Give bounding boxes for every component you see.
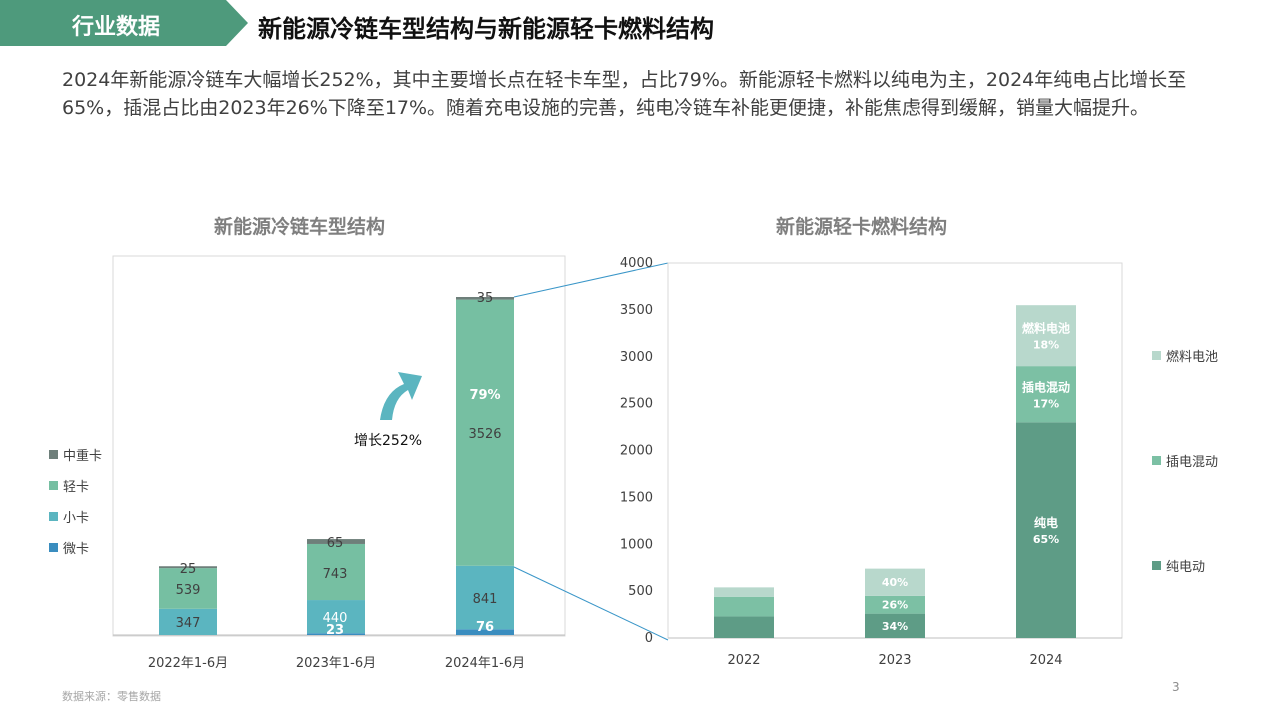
data-label: 17%: [1033, 397, 1059, 410]
x-tick-label: 2022年1-6月: [148, 656, 228, 671]
x-tick-label: 2023年1-6月: [296, 656, 376, 671]
page-title: 新能源冷链车型结构与新能源轻卡燃料结构: [258, 15, 714, 43]
bar-segment: [714, 587, 774, 597]
x-tick-label: 2023: [878, 653, 911, 668]
data-label: 65: [327, 536, 344, 551]
legend-swatch: [1152, 351, 1161, 360]
bar-segment: [456, 629, 514, 635]
legend-swatch: [49, 543, 58, 552]
y-tick-label: 3500: [620, 303, 653, 318]
x-tick-label: 2022: [727, 653, 760, 668]
legend-label: 轻卡: [63, 480, 90, 495]
bar-segment: [159, 566, 217, 569]
bar-segment: [159, 608, 217, 635]
data-label: 35: [477, 291, 494, 306]
data-label: 65%: [1033, 533, 1059, 546]
legend-item: 小卡: [49, 507, 89, 526]
data-label: 燃料电池: [1022, 321, 1070, 336]
legend-item: 轻卡: [49, 476, 89, 495]
legend-label: 微卡: [63, 542, 90, 557]
page-number: 3: [1172, 680, 1180, 694]
legend-item: 纯电动: [1152, 556, 1205, 575]
left-plot-frame: [112, 255, 566, 637]
bar-segment: [456, 299, 514, 566]
legend-swatch: [1152, 561, 1161, 570]
legend-swatch: [49, 450, 58, 459]
bar-segment: [865, 595, 925, 614]
bar-segment: [865, 568, 925, 596]
x-tick-label: 2024年1-6月: [445, 656, 525, 671]
bar-segment: [714, 616, 774, 638]
data-label: 26%: [882, 599, 908, 612]
y-tick-label: 1500: [620, 490, 653, 505]
growth-label: 增长252%: [354, 433, 423, 449]
bar-segment: [456, 297, 514, 300]
legend-label: 小卡: [63, 511, 90, 526]
zoom-connector-line: [513, 262, 669, 298]
data-label: 841: [473, 592, 498, 607]
y-tick-label: 2500: [620, 397, 653, 412]
y-tick-label: 0: [645, 631, 653, 646]
description-text: 2024年新能源冷链车大幅增长252%，其中主要增长点在轻卡车型，占比79%。新…: [62, 69, 1187, 119]
bar-segment: [1016, 422, 1076, 638]
legend-label: 纯电动: [1166, 560, 1206, 575]
y-tick-label: 4000: [620, 256, 653, 271]
bar-segment: [865, 613, 925, 638]
bar-segment: [307, 539, 365, 544]
bar-segment: [159, 568, 217, 609]
y-tick-label: 2000: [620, 444, 653, 459]
legend-item: 微卡: [49, 538, 89, 557]
bar-segment: [456, 565, 514, 630]
y-tick-label: 3000: [620, 350, 653, 365]
legend-item: 燃料电池: [1152, 346, 1218, 365]
data-label: 3526: [468, 427, 501, 442]
data-label: 440: [323, 611, 348, 626]
data-label: 34%: [882, 620, 908, 633]
left-chart-title: 新能源冷链车型结构: [214, 216, 386, 238]
data-label: 纯电: [1034, 515, 1058, 530]
data-label: 23: [326, 623, 344, 638]
bar-segment: [1016, 305, 1076, 367]
bar-segment: [307, 633, 365, 635]
right-chart-title: 新能源轻卡燃料结构: [776, 216, 948, 238]
data-label: 76: [476, 620, 494, 635]
section-tag: 行业数据: [0, 0, 248, 46]
data-label: 743: [323, 567, 348, 582]
y-tick-label: 1000: [620, 537, 653, 552]
zoom-connector-line: [513, 566, 669, 641]
data-label: 18%: [1033, 339, 1059, 352]
legend-label: 中重卡: [63, 449, 103, 464]
growth-arrow-icon: [380, 372, 422, 420]
bar-segment: [307, 543, 365, 601]
legend-label: 插电混动: [1166, 455, 1219, 470]
bar-segment: [307, 600, 365, 634]
bar-segment: [1016, 366, 1076, 423]
legend-item: 中重卡: [49, 445, 102, 464]
legend-swatch: [49, 481, 58, 490]
legend-swatch: [1152, 456, 1161, 465]
data-label: 40%: [882, 576, 908, 589]
x-tick-label: 2024: [1029, 653, 1062, 668]
data-label: 347: [176, 616, 201, 631]
section-tag-label: 行业数据: [72, 15, 161, 40]
legend-swatch: [49, 512, 58, 521]
data-source: 数据来源：零售数据: [62, 690, 161, 703]
bar-segment: [714, 596, 774, 617]
legend-label: 燃料电池: [1166, 350, 1219, 365]
share-label: 79%: [469, 388, 500, 403]
y-tick-label: 500: [628, 584, 653, 599]
data-label: 539: [176, 583, 201, 598]
data-label: 25: [180, 562, 197, 577]
legend-item: 插电混动: [1152, 451, 1218, 470]
data-label: 插电混动: [1022, 379, 1070, 394]
